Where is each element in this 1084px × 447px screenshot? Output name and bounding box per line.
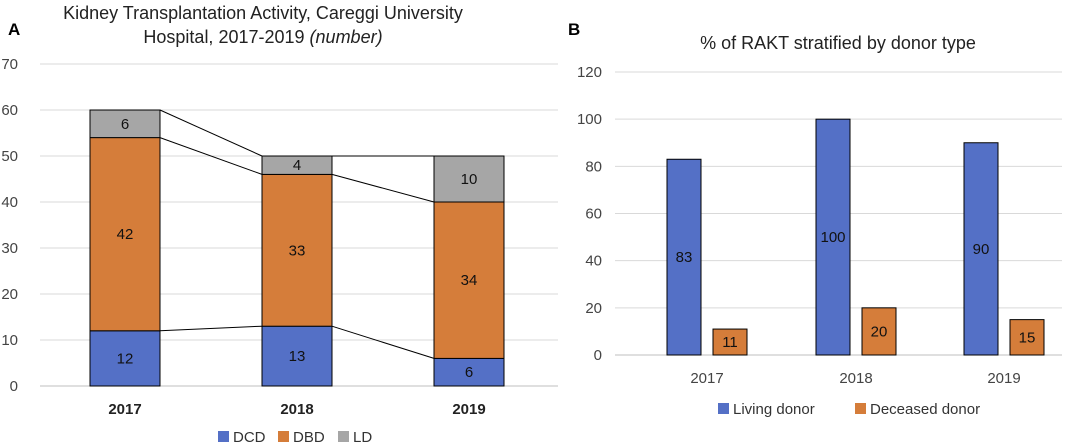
- chart-a-bar-ld: [433, 155, 505, 203]
- chart-a-connector-line: [159, 137, 263, 175]
- chart-b-y-tick: 60: [585, 206, 602, 223]
- chart-a-legend-label: DBD: [293, 429, 325, 446]
- chart-a-y-tick: 40: [1, 194, 18, 211]
- chart-a-data-label: 33: [289, 242, 306, 259]
- chart-a-connector-line: [331, 325, 435, 359]
- chart-a-y-tick: 10: [1, 332, 18, 349]
- chart-a-y-tick: 20: [1, 286, 18, 303]
- chart-b-y-tick: 100: [577, 111, 602, 128]
- chart-b-bar-living-donor: [963, 142, 999, 356]
- chart-a-data-label: 12: [117, 350, 134, 367]
- chart-a-bar-dcd: [89, 330, 161, 387]
- chart-b-data-label: 20: [871, 323, 888, 340]
- chart-a-y-tick: 60: [1, 102, 18, 119]
- chart-a-data-label: 6: [121, 116, 129, 133]
- chart-a-bar-dbd: [261, 173, 333, 327]
- chart-b-legend-label: Deceased donor: [870, 401, 980, 418]
- chart-b-legend-swatch-living-donor: [718, 403, 729, 414]
- chart-b-data-label: 100: [820, 229, 845, 246]
- chart-a-y-tick: 70: [1, 56, 18, 73]
- panel-label-b: B: [568, 20, 580, 39]
- chart-a-x-tick: 2017: [108, 401, 141, 418]
- chart-a-y-tick: 0: [10, 378, 18, 395]
- chart-a-legend-swatch-ld: [338, 431, 349, 442]
- chart-b-y-tick: 20: [585, 300, 602, 317]
- chart-a-data-label: 10: [461, 171, 478, 188]
- chart-a-y-tick: 30: [1, 240, 18, 257]
- chart-b-y-tick: 40: [585, 253, 602, 270]
- chart-a-title-line-2-text: Hospital, 2017-2019: [143, 27, 304, 47]
- chart-b-data-label: 11: [722, 334, 738, 351]
- chart-a-bar-dbd: [433, 201, 505, 359]
- chart-a-legend-swatch-dbd: [278, 431, 289, 442]
- chart-b-legend-label: Living donor: [733, 401, 815, 418]
- chart-b-x-tick: 2017: [690, 370, 723, 387]
- chart-b-title: % of RAKT stratified by donor type: [700, 33, 976, 53]
- chart-a-bar-ld: [261, 155, 333, 175]
- chart-a-title-emphasis: (number): [310, 27, 383, 47]
- chart-a-legend-swatch-dcd: [218, 431, 229, 442]
- chart-a-y-tick: 50: [1, 148, 18, 165]
- chart-a-x-tick: 2018: [280, 401, 313, 418]
- chart-a-bar-ld: [89, 109, 161, 139]
- chart-b-bar-deceased-donor: [861, 307, 897, 356]
- chart-a-legend-label: DCD: [233, 429, 266, 446]
- chart-a-x-tick: 2019: [452, 401, 485, 418]
- chart-b-legend-swatch-deceased-donor: [855, 403, 866, 414]
- chart-b-y-tick: 80: [585, 158, 602, 175]
- chart-a-legend-label: LD: [353, 429, 372, 446]
- chart-b: 0 20 40 60 80 100 120 83 11 2017 100 20 2018 90 15 2019…: [577, 64, 1062, 418]
- chart-a-bar-dcd: [261, 325, 333, 387]
- chart-b-y-tick: 120: [577, 64, 602, 81]
- chart-a-title-line-1: Kidney Transplantation Activity, Careggi…: [63, 3, 463, 23]
- chart-a-data-label: 34: [461, 272, 478, 289]
- chart-b-x-tick: 2018: [839, 370, 872, 387]
- chart-b-data-label: 83: [676, 249, 693, 266]
- chart-a-title-line-2: Hospital, 2017-2019 (number): [143, 27, 382, 47]
- chart-b-x-tick: 2019: [987, 370, 1020, 387]
- chart-a-data-label: 13: [289, 348, 306, 365]
- chart-a-data-label: 6: [465, 364, 473, 381]
- chart-b-bar-deceased-donor: [1009, 319, 1045, 356]
- panel-label-a: A: [8, 20, 20, 39]
- chart-a-connector-line: [159, 325, 263, 332]
- chart-b-data-label: 90: [973, 241, 990, 258]
- chart-b-bar-deceased-donor: [712, 328, 748, 356]
- chart-b-y-tick: 0: [594, 347, 602, 364]
- chart-a-connector-line: [159, 109, 263, 157]
- chart-b-data-label: 15: [1019, 329, 1036, 346]
- chart-a: 0 10 20 30 40 50 60 70 12 42 6 2017 13 33 4 2018 6 34 10 20…: [1, 56, 558, 446]
- chart-a-data-label: 4: [293, 157, 301, 174]
- chart-a-connector-line: [331, 173, 435, 203]
- chart-b-bar-living-donor: [815, 118, 851, 356]
- chart-a-bar-dbd: [89, 137, 161, 332]
- chart-a-data-label: 42: [117, 226, 134, 243]
- chart-b-bar-living-donor: [666, 158, 702, 356]
